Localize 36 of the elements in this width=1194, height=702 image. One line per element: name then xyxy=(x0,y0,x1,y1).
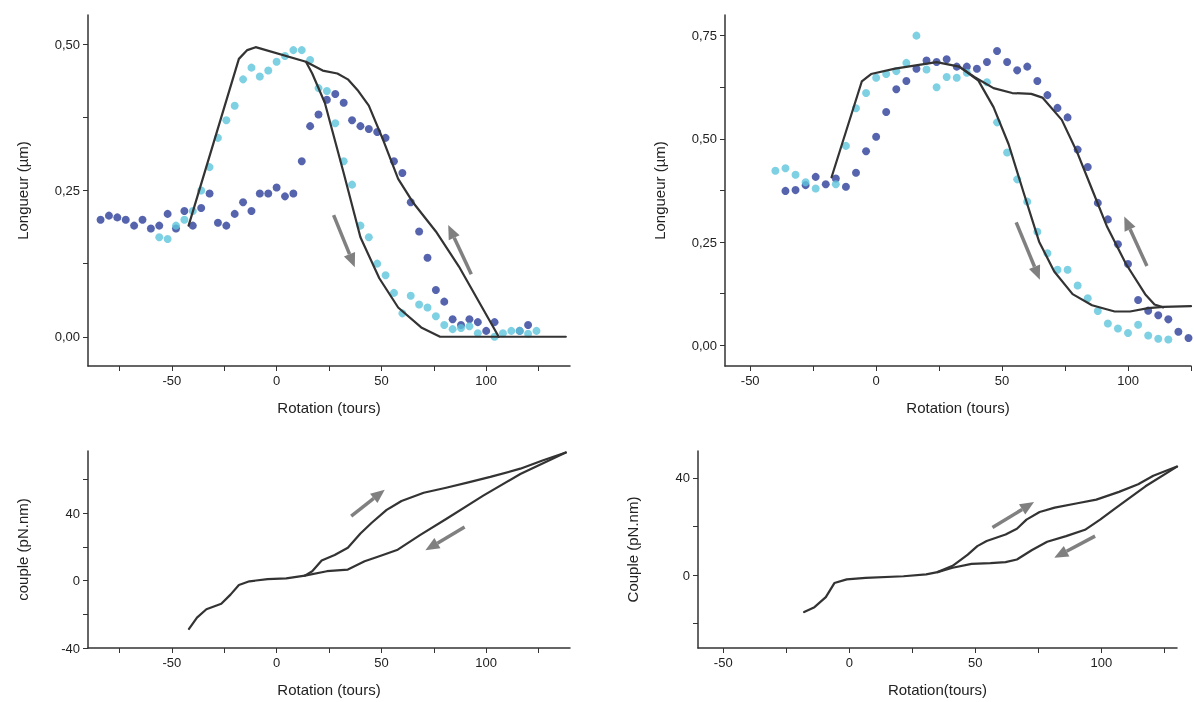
y-tick-label: 0,25 xyxy=(54,183,80,198)
x-axis-title: Rotation (tours) xyxy=(277,399,381,416)
x-tick-label: 100 xyxy=(1117,373,1139,388)
x-tick-label: 0 xyxy=(272,373,281,388)
x-tick-label: 50 xyxy=(374,373,389,388)
y-tick-label: 40 xyxy=(675,470,690,486)
x-axis-title: Rotation (tours) xyxy=(277,681,381,698)
y-axis-title: couple (pN.nm) xyxy=(14,498,31,601)
x-tick-label: 100 xyxy=(1090,655,1113,670)
x-tick-label: 100 xyxy=(475,655,498,670)
x-tick-label: -50 xyxy=(162,655,182,670)
y-tick-label: 0,00 xyxy=(691,337,717,353)
x-axis-title: Rotation(tours) xyxy=(887,681,988,698)
x-tick-label: 100 xyxy=(475,373,498,388)
y-tick-label: 0,25 xyxy=(691,234,717,250)
x-tick-label: -50 xyxy=(713,655,733,670)
y-tick-label: 0,00 xyxy=(54,329,80,345)
y-tick-label: 0 xyxy=(682,567,690,583)
y-tick-label: 0,75 xyxy=(691,28,717,44)
y-tick-label: 40 xyxy=(65,505,80,521)
x-axis-title: Rotation (tours) xyxy=(906,399,1010,416)
y-axis-title: Longueur (µm) xyxy=(651,141,668,240)
y-tick-label: -40 xyxy=(61,640,80,656)
x-tick-label: 0 xyxy=(845,655,853,670)
y-axis-title: Longueur (µm) xyxy=(14,141,31,240)
y-axis-title: Couple (pN.nm) xyxy=(624,496,641,603)
x-tick-label: 50 xyxy=(994,373,1010,388)
x-tick-label: 0 xyxy=(872,373,880,388)
y-tick-label: 0,50 xyxy=(691,131,717,147)
x-tick-label: 50 xyxy=(374,655,389,670)
y-tick-label: 0 xyxy=(72,573,80,589)
y-tick-label: 0,50 xyxy=(54,36,80,52)
x-tick-label: -50 xyxy=(162,373,182,388)
x-tick-label: 50 xyxy=(968,655,983,670)
x-tick-label: 0 xyxy=(272,655,281,670)
x-tick-label: -50 xyxy=(740,373,760,388)
